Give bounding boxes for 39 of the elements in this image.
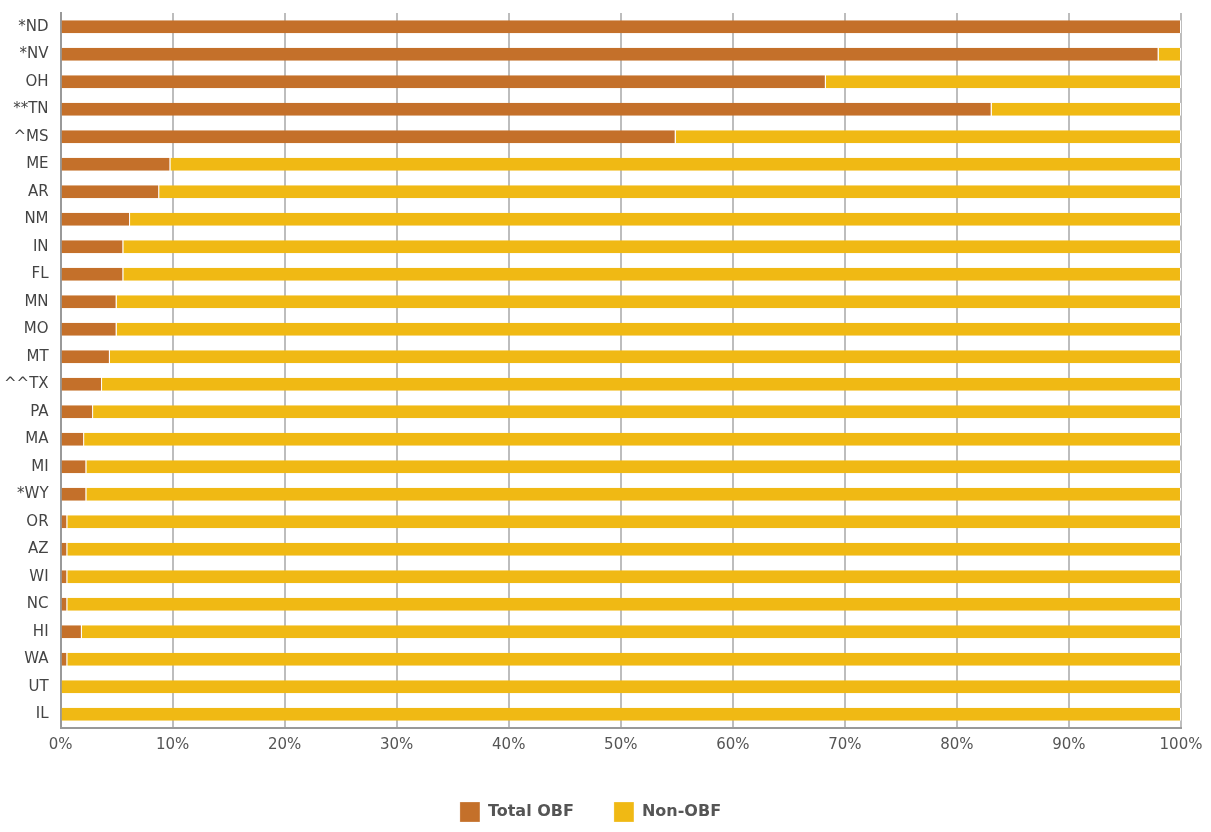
y-tick-label: ME (26, 154, 49, 173)
x-tick-label: 70% (828, 734, 862, 753)
x-tick-label: 100% (1159, 734, 1203, 753)
y-tick-label: WI (29, 566, 49, 585)
y-tick-label: OH (25, 71, 49, 90)
y-tick-label: NC (26, 594, 49, 613)
y-tick-label: WA (24, 649, 50, 668)
x-tick-label: 50% (604, 734, 638, 753)
y-tick-label: AZ (28, 539, 49, 558)
x-tick-label: 80% (940, 734, 974, 753)
legend-label: Non-OBF (641, 801, 722, 821)
y-tick-label: MN (24, 291, 49, 310)
y-tick-label: **TN (13, 99, 49, 118)
y-tick-label: IN (32, 236, 49, 255)
y-tick-label: MI (31, 456, 49, 475)
y-tick-label: *ND (18, 16, 49, 35)
y-tick-label: MO (23, 319, 49, 338)
x-tick-label: 60% (716, 734, 750, 753)
y-tick-label: ^^TX (4, 374, 49, 393)
y-tick-label: HI (32, 621, 49, 640)
x-tick-label: 30% (380, 734, 414, 753)
y-tick-label: AR (27, 181, 49, 200)
y-tick-label: IL (35, 704, 50, 723)
y-tick-label: UT (28, 676, 50, 695)
y-tick-label: OR (26, 511, 49, 530)
y-tick-label: MA (25, 429, 50, 448)
y-tick-label: PA (30, 401, 50, 420)
x-tick-label: 0% (48, 734, 73, 753)
x-tick-label: 10% (155, 734, 190, 753)
legend-label: Total OBF (487, 801, 574, 821)
x-tick-label: 20% (267, 734, 302, 753)
y-tick-label: *NV (19, 44, 50, 63)
y-tick-label: NM (24, 209, 49, 228)
x-tick-label: 40% (492, 734, 526, 753)
y-tick-label: MT (26, 346, 50, 365)
y-tick-label: FL (31, 264, 50, 283)
y-tick-label: ^MS (13, 126, 49, 145)
x-tick-label: 90% (1052, 734, 1086, 753)
y-tick-label: *WY (17, 484, 50, 503)
